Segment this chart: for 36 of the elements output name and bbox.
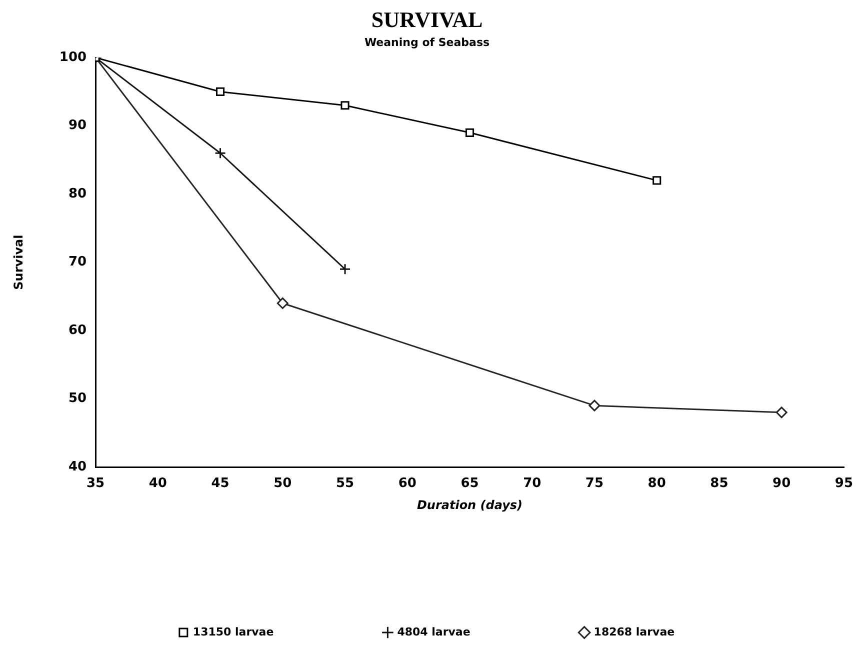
point (340, 101, 350, 110)
point (465, 128, 474, 137)
x-tick-label: 95 (834, 476, 853, 492)
y-tick-label: 90 (68, 118, 87, 134)
chart-title: SURVIVAL (371, 6, 483, 32)
x-axis-title: Duration (days) (416, 498, 523, 512)
point (214, 147, 226, 159)
point (588, 400, 600, 412)
x-tick-label: 55 (336, 476, 354, 492)
x-tick-label: 45 (211, 476, 230, 492)
y-tick-label: 70 (68, 254, 87, 270)
legend-label: 13150 larvae (192, 625, 274, 638)
x-tick-label: 60 (398, 476, 416, 492)
point (216, 87, 225, 96)
y-tick-label: 60 (68, 322, 87, 338)
y-tick-label: 50 (68, 391, 87, 406)
legend-label: 18268 larvae (594, 625, 675, 638)
point (652, 176, 662, 185)
point (339, 263, 351, 275)
y-axis-title: Survival (11, 234, 26, 290)
x-tick-label: 65 (460, 476, 479, 492)
y-tick-label: 100 (59, 50, 87, 65)
x-tick-label: 35 (86, 476, 105, 492)
y-tick-label: 40 (68, 459, 87, 474)
y-tick-label: 80 (68, 186, 87, 202)
point (276, 297, 288, 309)
legend-label: 4804 larvae (397, 625, 470, 638)
chart-subtitle: Weaning of Seabass (364, 36, 490, 49)
x-tick-label: 40 (148, 476, 167, 492)
x-tick-label: 90 (772, 476, 791, 492)
x-tick-label: 50 (274, 476, 292, 492)
x-tick-label: 80 (648, 476, 666, 492)
x-tick-label: 85 (710, 476, 728, 492)
x-tick-label: 70 (523, 476, 542, 492)
point (776, 406, 788, 418)
x-tick-label: 75 (585, 476, 604, 492)
